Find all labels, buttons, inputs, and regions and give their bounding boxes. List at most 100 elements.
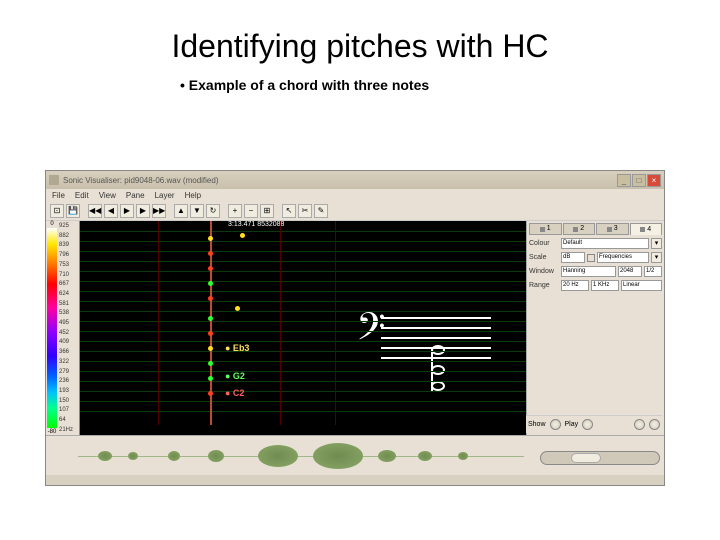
spectro-gridline [80,311,526,312]
window-title: Sonic Visualiser: pid9048-06.wav (modifi… [63,176,617,185]
freq-label: 193 [59,388,78,394]
layer-tab-4[interactable]: 4 [630,223,663,235]
freq-label: 322 [59,359,78,365]
spectro-gridline [80,351,526,352]
app-window: Sonic Visualiser: pid9048-06.wav (modifi… [45,170,665,486]
maximize-button[interactable]: □ [632,174,646,187]
slide-title: Identifying pitches with HC [0,0,720,77]
forward-button[interactable]: ▶ [136,204,150,218]
zoom-in-button[interactable]: + [228,204,242,218]
spectro-gridline [80,241,526,242]
frequencies-button[interactable]: Frequencies [597,252,649,263]
note-stem [431,349,433,391]
select-tool-button[interactable]: ↖ [282,204,296,218]
layer-tab-3[interactable]: 3 [596,223,629,235]
waveform-segment [418,451,432,461]
layer-tabs: 1234 [529,223,662,235]
colour-options-button[interactable]: ▾ [651,238,662,249]
zoom-fit-button[interactable]: ⊞ [260,204,274,218]
spectro-gridline [80,381,526,382]
range-lo-select[interactable]: 20 Hz [561,280,589,291]
loop-button[interactable]: ↻ [206,204,220,218]
staff-line [381,357,491,359]
waveform-overview[interactable] [46,435,664,475]
freq-label: 409 [59,339,78,345]
frequency-peak [208,316,213,321]
layer-tab-1[interactable]: 1 [529,223,562,235]
frequency-peak [208,296,213,301]
spectro-gridline [80,251,526,252]
note-label-g2: ● G2 [225,371,245,381]
up-button[interactable]: ▲ [174,204,188,218]
show-toggle[interactable] [550,419,561,430]
menu-edit[interactable]: Edit [75,191,89,200]
window-overlap-select[interactable]: 1/2 [644,266,662,277]
note-label-c2: ● C2 [225,388,244,398]
freq-label: 452 [59,330,78,336]
frequency-peak [208,281,213,286]
menu-view[interactable]: View [99,191,116,200]
menu-layer[interactable]: Layer [155,191,175,200]
gain-knob[interactable] [634,419,645,430]
scale-select[interactable]: dB [561,252,585,263]
minimize-button[interactable]: _ [617,174,631,187]
range-hi-select[interactable]: 1 KHz [591,280,619,291]
play-button[interactable]: ▶ [120,204,134,218]
menu-pane[interactable]: Pane [126,191,145,200]
frequency-peak [208,361,213,366]
freq-label: 279 [59,369,78,375]
colour-select[interactable]: Default [561,238,649,249]
rewind-button[interactable]: ◀ [104,204,118,218]
colorbar-top-label: 0 [46,221,58,227]
play-label: Play [565,421,579,428]
close-button[interactable]: × [647,174,661,187]
window-size-select[interactable]: 2048 [618,266,642,277]
scrollbar-thumb[interactable] [571,453,601,463]
spectro-gridline [80,301,526,302]
freq-label: 753 [59,262,78,268]
scale-options-button[interactable]: ▾ [651,252,662,263]
spectro-gridline [80,261,526,262]
rewind-start-button[interactable]: ◀◀ [88,204,102,218]
freq-label: 624 [59,291,78,297]
menu-file[interactable]: File [52,191,65,200]
whole-note [431,381,445,391]
waveform-segment [458,452,468,460]
freq-label: 495 [59,320,78,326]
freq-label: 21Hz [59,427,78,433]
layer-tab-2[interactable]: 2 [563,223,596,235]
statusbar [46,475,664,485]
toolbar: ⊡ 💾 ◀◀ ◀ ▶ ▶ ▶▶ ▲ ▼ ↻ + − ⊞ ↖ ✂ ✎ [46,202,664,221]
main-area: 0 -80 9258828397967537106676245815384954… [46,221,664,435]
range-mode-select[interactable]: Linear [621,280,662,291]
down-button[interactable]: ▼ [190,204,204,218]
pan-knob[interactable] [649,419,660,430]
freq-label: 710 [59,272,78,278]
slide-bullet: • Example of a chord with three notes [0,77,720,93]
pencil-button[interactable]: ✎ [314,204,328,218]
frequency-peak [208,376,213,381]
spectro-gridline [80,341,526,342]
waveform-segment [98,451,112,461]
window-type-select[interactable]: Hanning [561,266,616,277]
menubar: File Edit View Pane Layer Help [46,189,664,202]
save-button[interactable]: 💾 [66,204,80,218]
window-label: Window [529,268,559,275]
play-toggle[interactable] [582,419,593,430]
spectrogram-pane[interactable]: 3:13.471 8532088 𝄢 ● Eb3● G2● C2 [80,221,526,425]
open-button[interactable]: ⊡ [50,204,64,218]
spectro-gridline [80,291,526,292]
playback-controls: Show Play [526,415,662,433]
scale-checkbox[interactable] [587,254,595,262]
cut-button[interactable]: ✂ [298,204,312,218]
frequency-peak [208,251,213,256]
overview-scrollbar[interactable] [540,451,660,465]
forward-end-button[interactable]: ▶▶ [152,204,166,218]
freq-label: 107 [59,407,78,413]
spectro-gridline [80,391,526,392]
zoom-out-button[interactable]: − [244,204,258,218]
freq-label: 667 [59,281,78,287]
menu-help[interactable]: Help [185,191,201,200]
waveform-segment [128,452,138,460]
spectro-gridline [80,231,526,232]
